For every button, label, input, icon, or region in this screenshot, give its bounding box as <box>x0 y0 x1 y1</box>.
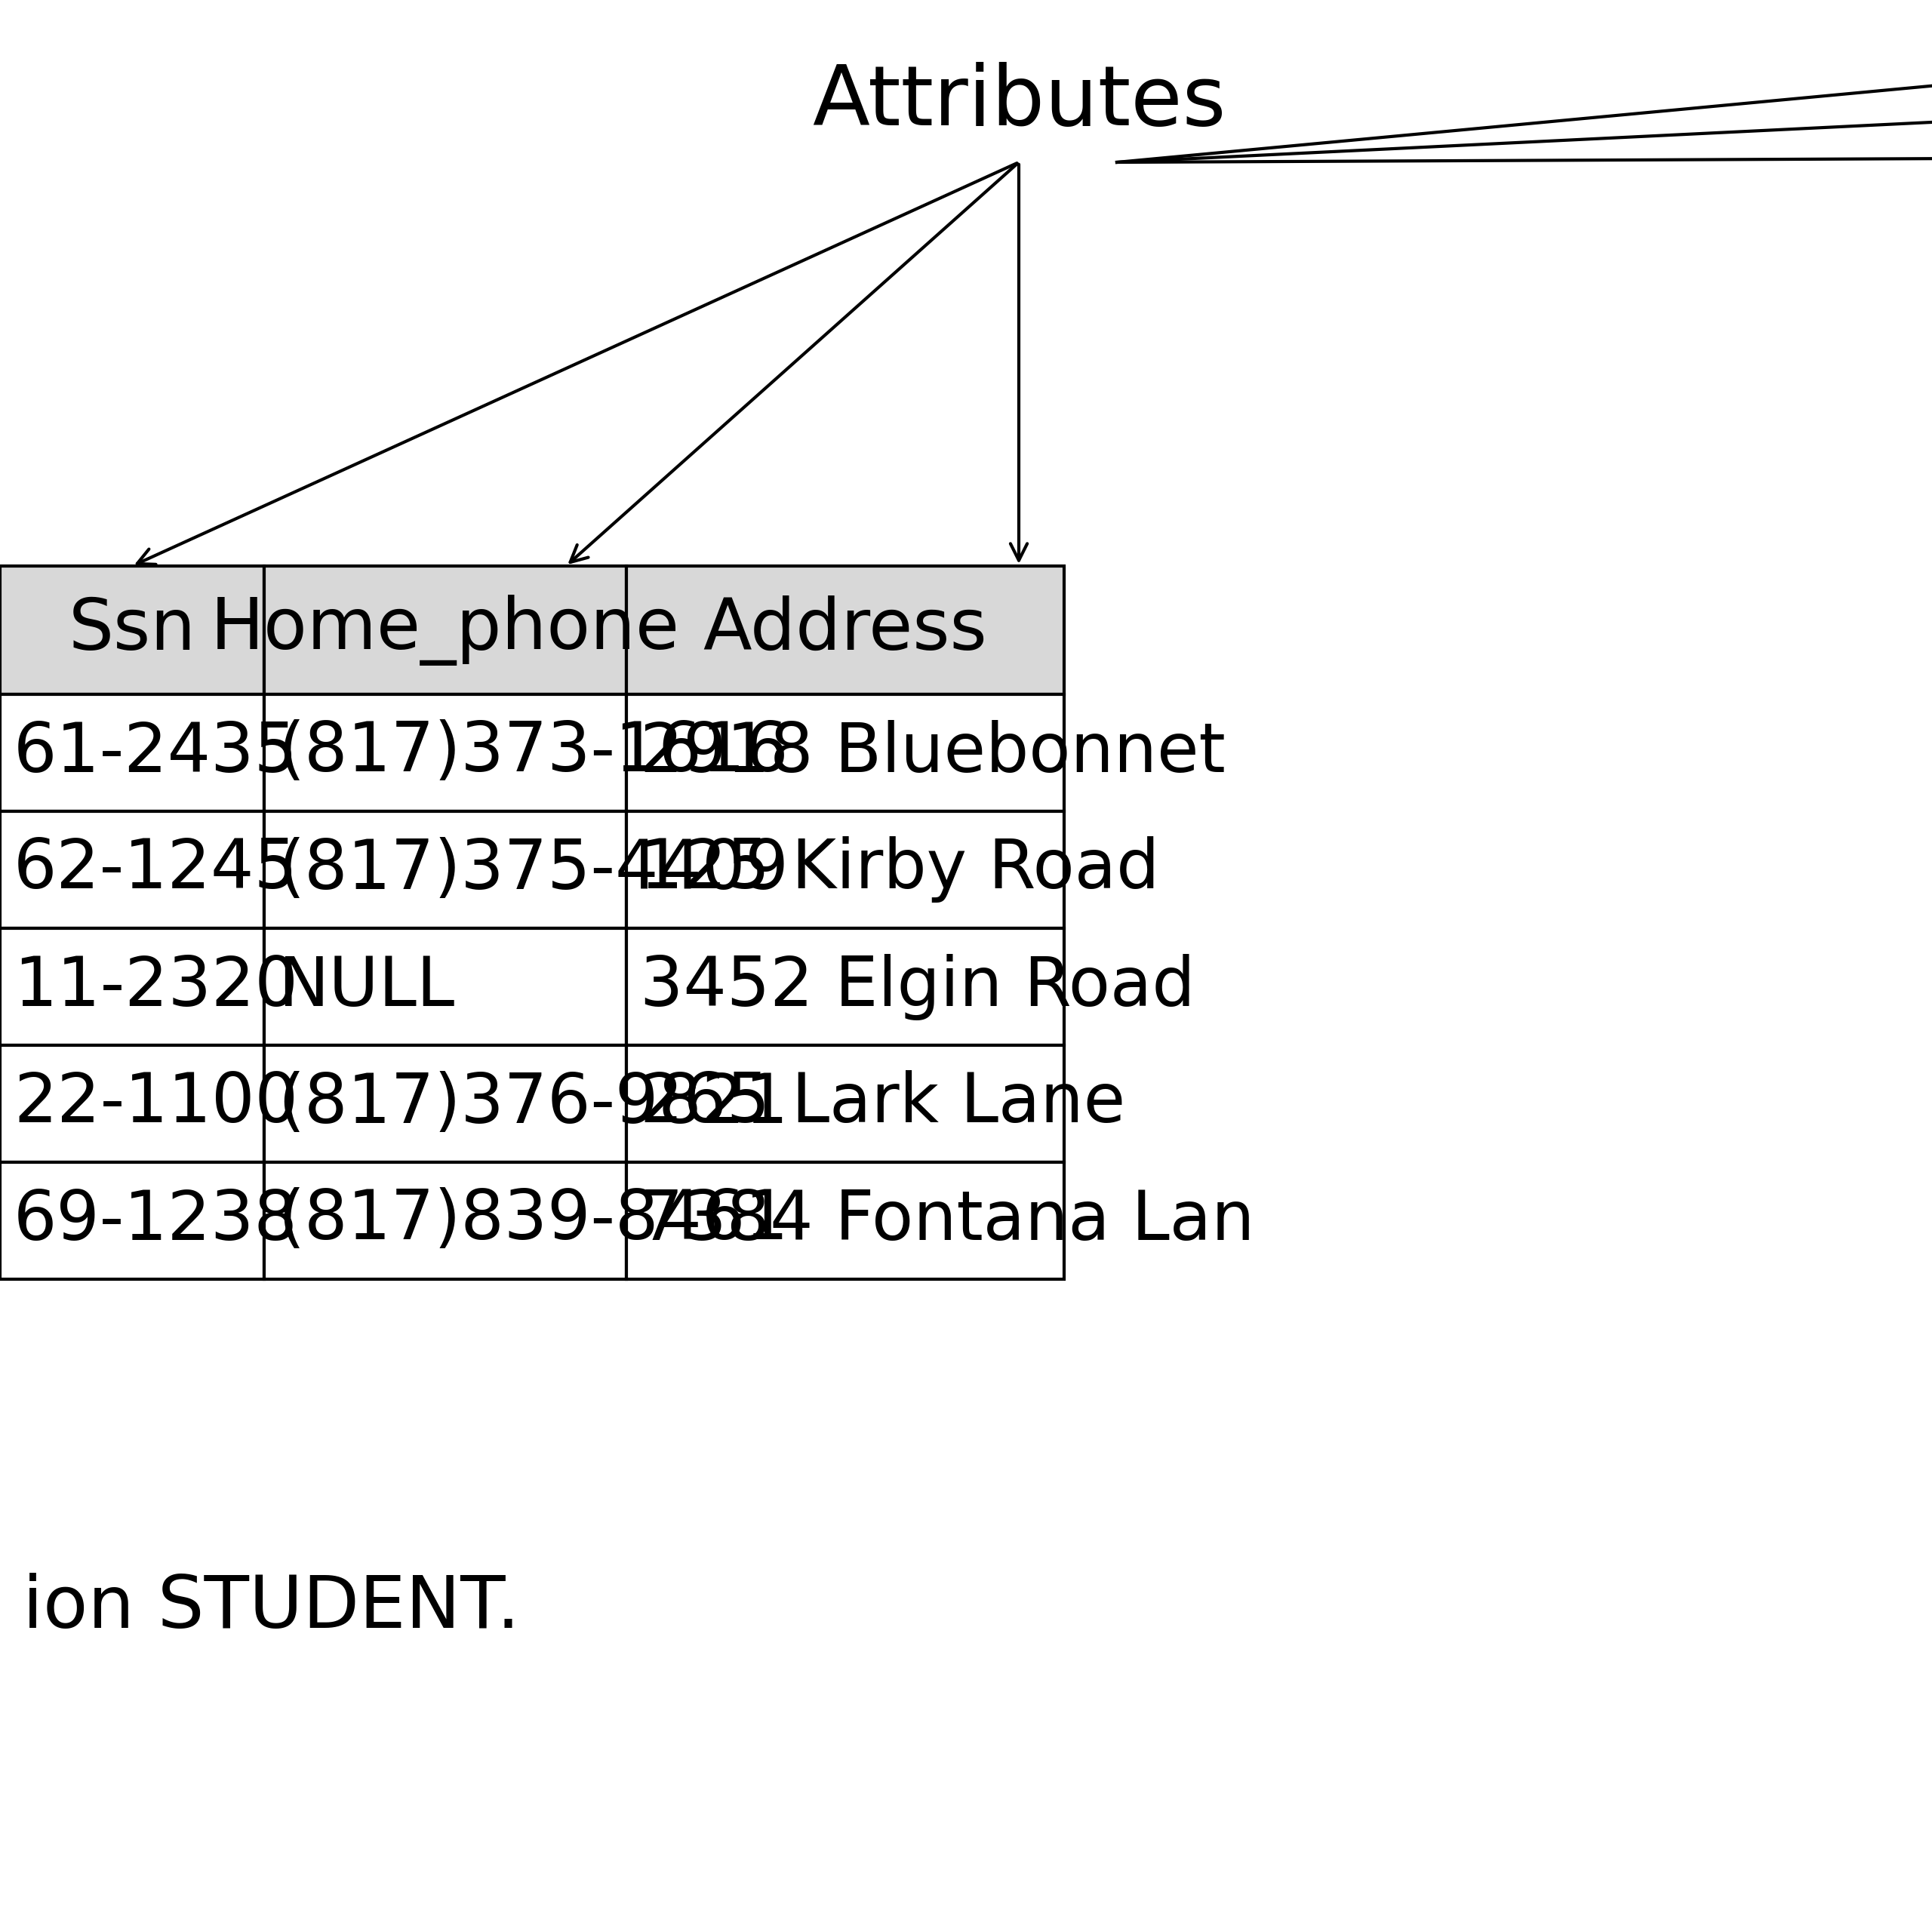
Bar <box>265 566 626 694</box>
Bar <box>0 694 265 811</box>
Text: Address: Address <box>703 595 987 665</box>
Bar <box>0 566 265 694</box>
Text: 22-1100: 22-1100 <box>14 1070 298 1136</box>
Bar <box>626 927 1065 1045</box>
Text: 3452 Elgin Road: 3452 Elgin Road <box>639 954 1196 1020</box>
Text: 61-2435: 61-2435 <box>14 719 298 786</box>
Bar <box>0 927 265 1045</box>
Bar <box>265 927 626 1045</box>
Bar <box>626 811 1065 927</box>
Text: (817)373-1616: (817)373-1616 <box>278 719 788 786</box>
Text: 265 Lark Lane: 265 Lark Lane <box>639 1070 1124 1136</box>
Text: 11-2320: 11-2320 <box>14 954 298 1020</box>
Bar <box>0 1045 265 1163</box>
Text: 69-1238: 69-1238 <box>14 1188 298 1254</box>
Bar <box>265 1045 626 1163</box>
Bar <box>265 1163 626 1279</box>
Bar <box>626 694 1065 811</box>
Bar <box>265 694 626 811</box>
Bar <box>626 566 1065 694</box>
Text: 2918 Bluebonnet: 2918 Bluebonnet <box>639 719 1225 786</box>
Text: Ssn: Ssn <box>68 595 195 665</box>
Text: Home_phone: Home_phone <box>211 595 680 667</box>
Bar <box>0 1163 265 1279</box>
Text: (817)839-8461: (817)839-8461 <box>278 1188 788 1254</box>
Text: (817)376-9821: (817)376-9821 <box>278 1070 788 1136</box>
Text: (817)375-4409: (817)375-4409 <box>278 837 788 902</box>
Bar <box>626 1163 1065 1279</box>
Text: ion STUDENT.: ion STUDENT. <box>23 1573 520 1642</box>
Text: 125 Kirby Road: 125 Kirby Road <box>639 837 1159 902</box>
Text: Attributes: Attributes <box>811 62 1225 143</box>
Text: NULL: NULL <box>278 954 454 1020</box>
Bar <box>626 1045 1065 1163</box>
Text: 62-1245: 62-1245 <box>14 837 298 902</box>
Bar <box>265 811 626 927</box>
Text: 7384 Fontana Lan: 7384 Fontana Lan <box>639 1188 1254 1254</box>
Bar <box>0 811 265 927</box>
